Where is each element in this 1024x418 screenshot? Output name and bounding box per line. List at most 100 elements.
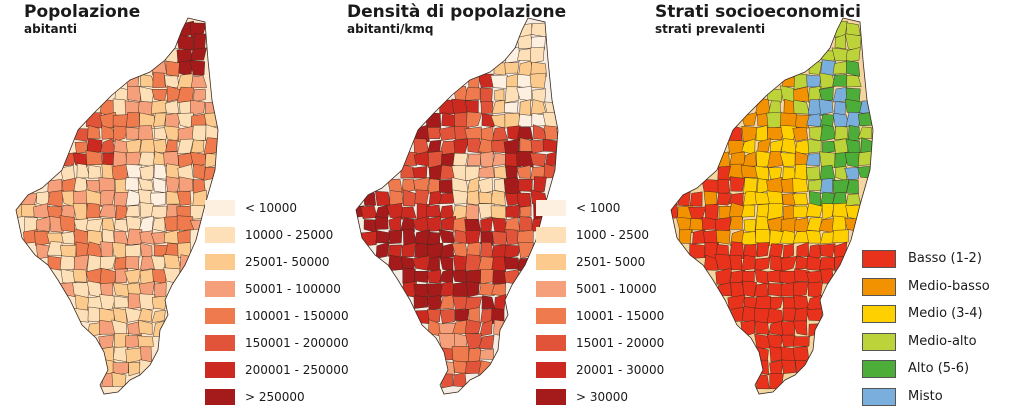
district-area xyxy=(491,256,507,272)
district-area xyxy=(805,166,821,181)
district-area xyxy=(192,88,206,103)
district-area xyxy=(730,281,746,298)
district-area xyxy=(464,87,481,101)
district-area xyxy=(112,282,130,298)
district-area xyxy=(190,99,206,116)
district-area xyxy=(844,167,860,180)
district-area xyxy=(807,179,824,191)
district-area xyxy=(439,360,455,376)
district-area xyxy=(490,205,508,221)
legend-swatch xyxy=(862,305,896,323)
legend-swatch xyxy=(205,308,235,324)
district-area xyxy=(782,243,794,260)
district-area xyxy=(808,244,821,260)
legend-swatch xyxy=(205,389,235,405)
district-area xyxy=(818,98,834,116)
district-area xyxy=(151,310,166,323)
district-area xyxy=(504,101,519,114)
district-area xyxy=(464,319,482,335)
district-area xyxy=(503,257,520,270)
district-area xyxy=(819,178,834,194)
district-area xyxy=(138,319,153,335)
legend-swatch xyxy=(862,387,896,406)
district-area xyxy=(795,255,810,270)
district-area xyxy=(479,348,495,360)
district-area xyxy=(767,127,785,140)
legend-swatch xyxy=(536,389,566,405)
district-area xyxy=(834,34,847,50)
legend-swatch xyxy=(205,227,235,243)
city-border xyxy=(670,17,874,395)
district-area xyxy=(782,307,797,322)
district-area xyxy=(114,219,129,233)
district-area xyxy=(467,190,480,205)
density-map xyxy=(355,17,559,395)
legend-label: Misto xyxy=(908,388,943,404)
district-area xyxy=(517,192,532,208)
district-area xyxy=(138,151,156,168)
district-area xyxy=(126,215,142,232)
district-area xyxy=(480,216,493,233)
district-area xyxy=(388,230,403,244)
legend-label: Alto (5-6) xyxy=(908,361,970,376)
district-area xyxy=(806,255,821,271)
district-area xyxy=(85,150,103,165)
legend-swatch xyxy=(536,200,566,216)
district-area xyxy=(792,192,809,206)
district-area xyxy=(490,190,506,207)
district-area xyxy=(857,126,872,139)
district-area xyxy=(780,255,798,272)
district-area xyxy=(819,257,835,271)
district-area xyxy=(163,125,180,142)
district-area xyxy=(781,320,796,337)
district-area xyxy=(781,138,798,155)
district-area xyxy=(779,152,796,167)
district-area xyxy=(505,165,518,179)
district-area xyxy=(464,218,481,233)
district-area xyxy=(113,256,128,270)
legend-swatch xyxy=(862,277,896,296)
legend-label: 20001 - 30000 xyxy=(576,363,665,377)
district-area xyxy=(479,151,494,168)
district-area xyxy=(138,293,156,311)
district-area xyxy=(845,47,861,62)
district-area xyxy=(516,86,532,102)
population-map xyxy=(15,17,219,395)
district-area xyxy=(193,163,206,181)
district-area xyxy=(755,295,772,310)
district-area xyxy=(832,74,849,87)
district-area xyxy=(375,190,391,206)
district-area xyxy=(529,72,547,89)
district-area xyxy=(754,283,769,298)
district-area xyxy=(125,347,143,364)
district-area xyxy=(478,165,495,179)
district-area xyxy=(465,203,479,221)
district-area xyxy=(191,124,207,142)
district-area xyxy=(704,203,719,221)
district-area xyxy=(794,163,808,182)
legend-label: 1000 - 2500 xyxy=(576,228,650,242)
socioeconomic-map xyxy=(670,17,874,395)
district-area xyxy=(452,152,469,168)
district-area xyxy=(453,138,470,155)
district-area xyxy=(792,346,810,363)
district-area xyxy=(505,46,521,64)
district-area xyxy=(819,151,836,168)
district-area xyxy=(452,281,469,297)
district-area xyxy=(780,177,797,193)
district-area xyxy=(102,217,115,234)
district-area xyxy=(153,138,168,154)
district-area xyxy=(126,228,143,245)
district-area xyxy=(531,22,548,38)
district-area xyxy=(153,112,167,127)
district-area xyxy=(427,295,442,311)
district-area xyxy=(190,75,208,89)
district-area xyxy=(127,321,142,336)
district-area xyxy=(375,215,389,230)
legend-label: 50001 - 100000 xyxy=(245,282,341,296)
district-area xyxy=(451,165,469,181)
socioeconomic-map-panel: Strati socioeconomici strati prevalenti … xyxy=(655,0,1024,418)
district-area xyxy=(375,230,391,244)
district-area xyxy=(792,177,809,193)
district-area xyxy=(740,164,758,179)
